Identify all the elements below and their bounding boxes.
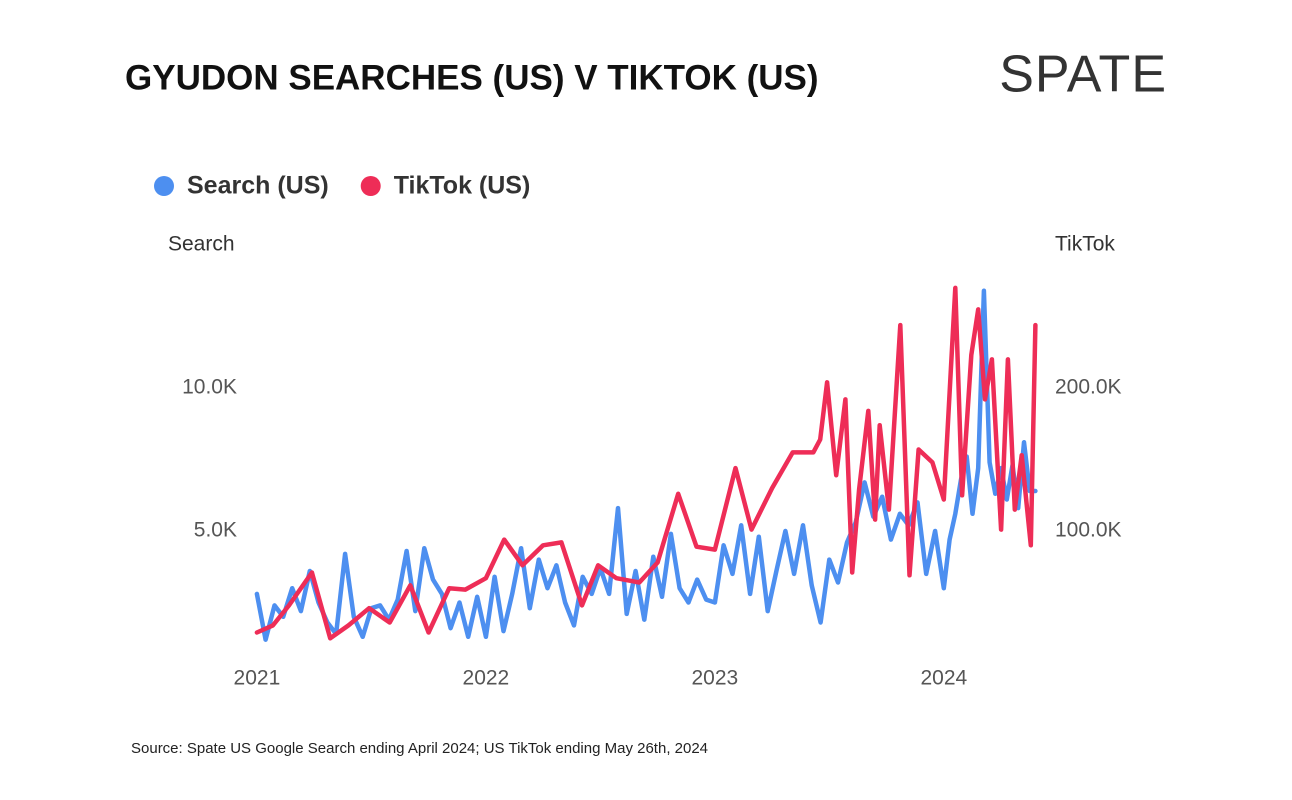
y2-tick-label: 200.0K [1055,376,1122,399]
legend-label: Search (US) [187,172,329,200]
y-tick-label: 10.0K [182,376,237,399]
series-line [254,285,1038,641]
x-tick-label: 2022 [463,667,510,690]
x-tick-label: 2024 [920,667,967,690]
source-note: Source: Spate US Google Search ending Ap… [131,740,708,757]
legend-swatch [360,176,381,196]
legend: Search (US) TikTok (US) [154,172,530,200]
x-tick-label: 2021 [234,667,281,690]
series-line [254,288,1038,642]
y-axis-title: Search [168,233,235,256]
y2-axis-title: TikTok [1055,233,1115,256]
y-tick-label: 5.0K [194,519,237,542]
brand-logo: SPATE [999,46,1167,104]
plot-area: 2021 2022 2023 2024 5.0K 10.0K 100.0K 200.0K [182,285,1122,690]
legend-swatch [154,176,174,196]
legend-label: TikTok (US) [394,172,531,200]
y2-tick-label: 100.0K [1055,519,1122,542]
chart-title: GYUDON SEARCHES (US) V TIKTOK (US) [125,58,819,97]
x-tick-label: 2023 [691,667,738,690]
